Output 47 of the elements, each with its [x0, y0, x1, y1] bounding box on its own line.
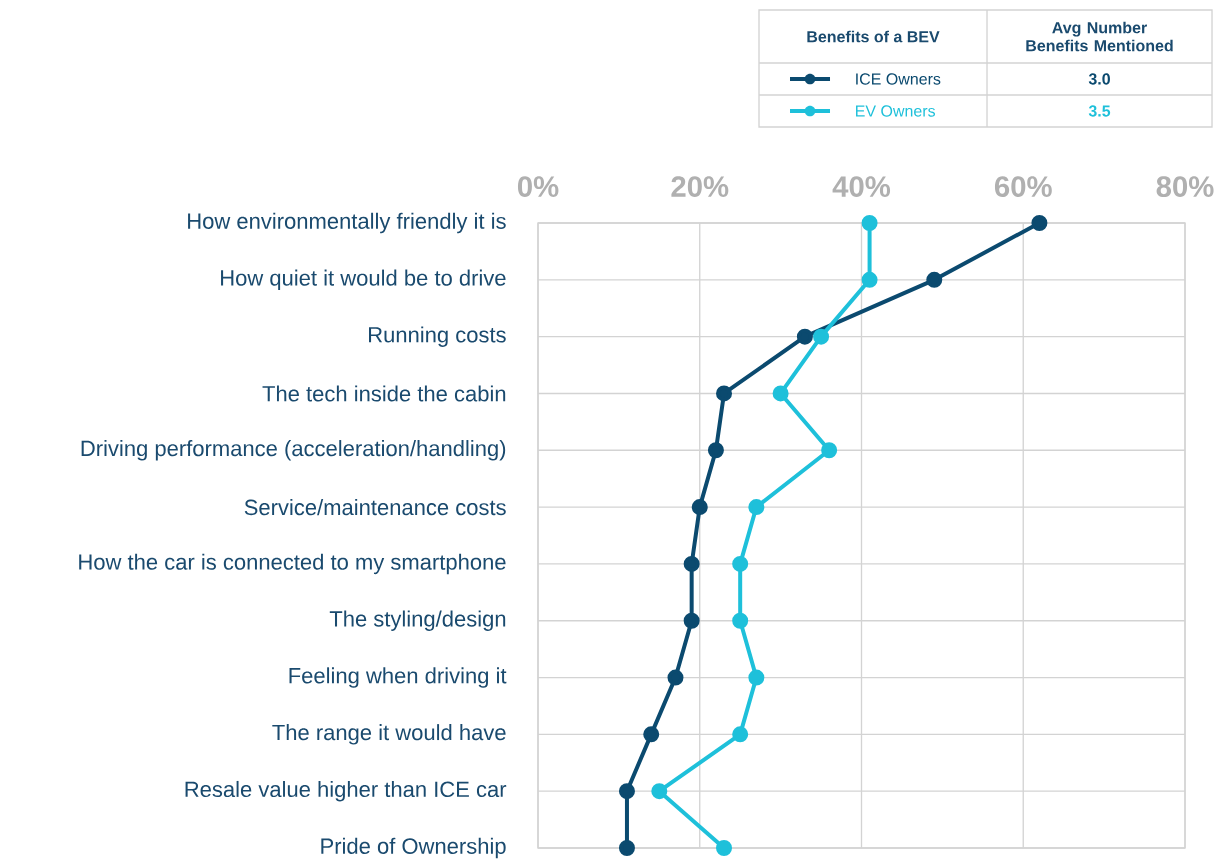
legend-title: Benefits of a BEV	[807, 30, 940, 43]
point	[732, 555, 749, 572]
point	[683, 555, 700, 572]
point	[651, 783, 668, 800]
y-tick-label: The tech inside the cabin	[262, 385, 506, 402]
y-tick-label: Pride of Ownership	[321, 837, 506, 859]
x-tick-label: 80%	[1156, 176, 1214, 197]
point	[1031, 215, 1048, 232]
point	[821, 442, 838, 459]
point	[716, 840, 733, 857]
y-tick-label: How the car is connected to my smartphone	[79, 553, 506, 575]
point	[732, 726, 749, 743]
y-tick-label: How quiet it would be to drive	[221, 269, 506, 291]
point	[926, 271, 943, 288]
y-tick-label: The styling/design	[329, 610, 506, 631]
point	[732, 612, 749, 629]
point	[691, 499, 708, 516]
x-tick-label: 60%	[994, 176, 1052, 197]
legend-label: EV Owners	[856, 105, 936, 117]
legend-label: ICE Owners	[856, 73, 941, 85]
x-tick-label: 40%	[832, 176, 891, 197]
x-tick-label: 20%	[671, 176, 729, 197]
point	[618, 783, 635, 800]
text: 3.5	[1088, 105, 1111, 117]
text: Avg Number Benefits Mentioned	[1026, 21, 1173, 52]
point	[683, 612, 700, 629]
point	[643, 726, 660, 743]
point	[707, 442, 724, 459]
point	[861, 271, 878, 288]
y-tick-label: Running costs	[369, 326, 506, 347]
point	[861, 215, 878, 232]
point	[813, 328, 830, 345]
point	[748, 669, 765, 686]
point	[618, 840, 635, 857]
y-tick-label: Driving performance (acceleration/handling)	[81, 440, 506, 461]
point	[716, 385, 733, 402]
text: 3.0	[1088, 73, 1110, 85]
y-tick-label: Resale value higher than ICE car	[185, 780, 507, 802]
y-tick-label: Service/maintenance costs	[244, 499, 506, 516]
y-tick-label: Feeling when driving it	[289, 667, 507, 688]
point	[748, 499, 765, 516]
y-tick-label: The range it would have	[272, 724, 506, 745]
point	[667, 669, 684, 686]
point	[796, 328, 813, 345]
y-tick-label: How environmentally friendly it is	[188, 212, 506, 234]
x-tick-label: 0%	[517, 176, 559, 197]
point	[772, 385, 789, 402]
